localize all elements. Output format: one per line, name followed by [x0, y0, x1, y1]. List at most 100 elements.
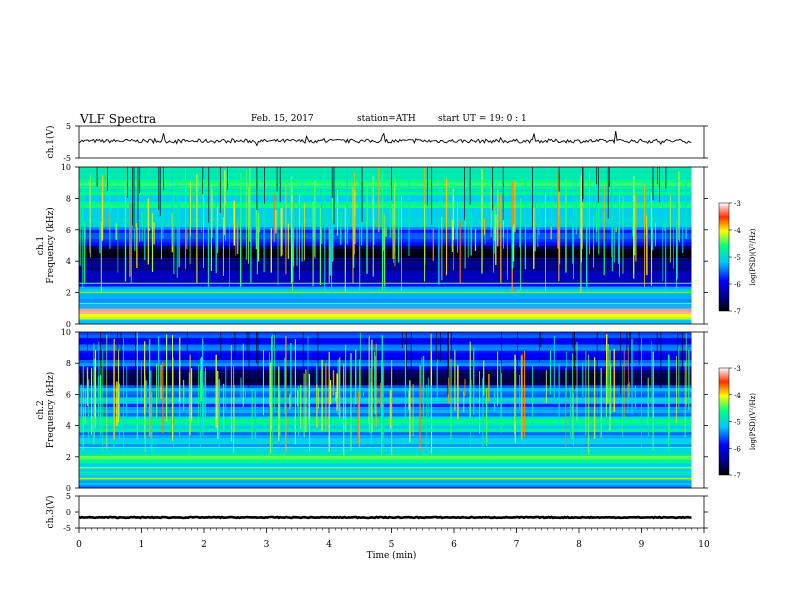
y-tick-label: 2: [66, 289, 71, 298]
y-tick-label: 8: [66, 194, 71, 203]
spectrum-band: [79, 335, 692, 339]
ch3-waveform-trace: [78, 515, 692, 520]
spectrum-band: [79, 397, 692, 401]
panel-frame: [78, 331, 705, 489]
spectrum-band: [79, 419, 692, 423]
spectrum-band: [79, 394, 692, 398]
spectrum-band: [79, 428, 692, 433]
spectrum-band: [79, 444, 692, 448]
spectrum-band: [79, 450, 692, 454]
spectrum-band: [79, 201, 692, 205]
spectrum-band: [79, 198, 692, 202]
x-tick-label: 7: [514, 540, 520, 550]
y-tick-label: 6: [66, 226, 71, 235]
spectrum-band: [79, 179, 692, 183]
spectrum-band: [79, 459, 692, 464]
spectrum-band: [79, 170, 692, 174]
colorbar-tick-label: -5: [734, 419, 741, 427]
colorbar-tick-label: -3: [734, 365, 741, 373]
spectrum-band: [79, 468, 692, 472]
spectrum-band: [79, 363, 692, 367]
spectrum-band: [79, 378, 692, 383]
spectrum-band: [79, 298, 692, 303]
spectrum-band: [79, 167, 692, 171]
x-tick-label: 5: [389, 540, 395, 550]
ch1-spectrogram-panel: 0 2 4 6 8 10 ch.1Frequency (kHz): [36, 163, 708, 329]
x-tick-label: 3: [264, 540, 270, 550]
spectrum-band: [79, 375, 692, 380]
spectrum-band: [79, 321, 692, 325]
spectrum-band: [79, 410, 692, 414]
spectrum-band: [79, 189, 692, 193]
y-tick-label: -5: [63, 154, 71, 163]
spectrum-band: [79, 295, 692, 300]
x-tick-label: 10: [698, 540, 710, 550]
x-tick-label: 1: [139, 540, 145, 550]
spectrum-band: [79, 347, 692, 351]
spectrum-band: [79, 353, 692, 358]
x-tick-label: 0: [76, 540, 82, 550]
spectrum-band: [79, 435, 692, 439]
spectrum-band: [79, 416, 692, 420]
ch3-waveform-panel: 5 0 -5 ch.3(V): [45, 492, 708, 533]
spectrum-band: [79, 447, 692, 451]
x-tick-label: 9: [639, 540, 645, 550]
spectrum-band: [79, 350, 692, 355]
spectrum-band: [79, 316, 692, 320]
y-tick-label: 6: [66, 390, 71, 399]
spectrum-band: [79, 308, 692, 312]
y-tick-label: 0: [66, 508, 71, 517]
y-tick-label: 5: [66, 122, 71, 131]
spectrum-band: [79, 204, 692, 209]
time-axis: 0 1 2 3 4 5 6 7 8 9 10 Time (min): [76, 528, 710, 561]
spectrum-band: [79, 471, 692, 475]
x-tick-label: 6: [451, 540, 457, 550]
colorbar-tick-label: -6: [734, 445, 741, 453]
y-axis-label: ch.2Frequency (kHz): [36, 372, 56, 449]
colorbar-tick-label: -6: [734, 281, 741, 289]
spectrum-band: [79, 344, 692, 348]
y-tick-label: 10: [61, 328, 71, 337]
spectrum-band: [79, 388, 692, 392]
spectrum-band: [79, 207, 692, 212]
y-tick-label: 4: [66, 257, 71, 266]
spectrum-band: [79, 332, 692, 336]
y-tick-label: 4: [66, 422, 71, 431]
y-axis-label: ch.3(V): [45, 496, 56, 529]
colorbar-tick-label: -5: [734, 254, 741, 262]
y-tick-label: 2: [66, 453, 71, 462]
spectrum-band: [79, 185, 692, 190]
x-tick-label: 2: [201, 540, 207, 550]
y-tick-label: 10: [61, 163, 71, 172]
start-time-label: start UT = 19: 0 : 1: [438, 114, 527, 124]
spectrum-band: [79, 441, 692, 445]
spectrum-band: [79, 422, 692, 426]
panel-frame: [78, 495, 705, 529]
spectrum-band: [79, 182, 692, 187]
spectrum-band: [79, 385, 692, 389]
spectrum-band: [79, 292, 692, 296]
colorbar-tick-label: -3: [734, 200, 741, 208]
spectrum-band: [79, 456, 692, 461]
spectrum-band: [79, 305, 692, 309]
figure-title: VLF Spectra: [80, 112, 157, 126]
colorbar-tick-label: -4: [734, 392, 741, 400]
colorbar-tick-label: -7: [734, 472, 741, 480]
colorbar-tick-label: -4: [734, 227, 741, 235]
spectrum-band: [79, 314, 692, 318]
spectrum-band: [79, 482, 692, 486]
spectrum-band: [79, 381, 692, 386]
spectrum-band: [79, 176, 692, 180]
station-label: station=ATH: [357, 114, 416, 124]
spectrum-band: [79, 366, 692, 370]
spectrum-band: [79, 425, 692, 429]
panel-frame: [78, 166, 705, 325]
y-tick-label: 5: [66, 492, 71, 501]
panel-frame: [78, 125, 705, 159]
spectrum-band: [79, 400, 692, 404]
x-tick-label: 8: [576, 540, 582, 550]
spectrum-band: [79, 438, 692, 442]
x-axis-label: Time (min): [367, 550, 417, 561]
y-tick-label: 0: [66, 320, 71, 329]
